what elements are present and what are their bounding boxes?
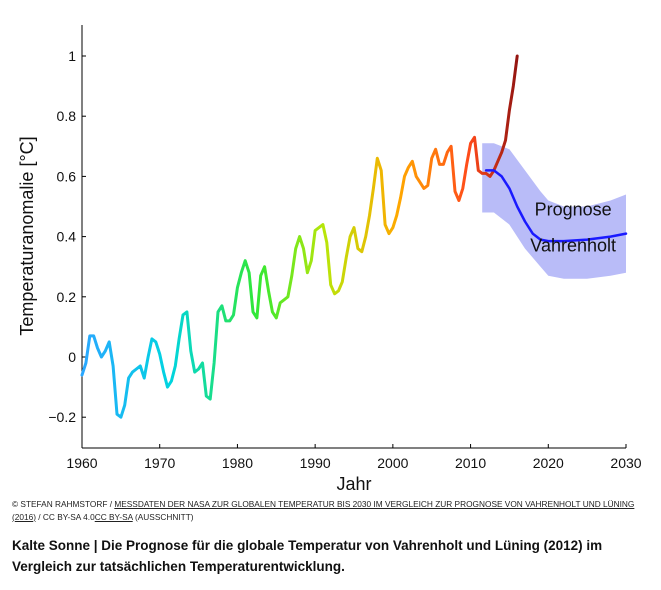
y-tick-label: −0.2: [48, 409, 76, 425]
credit-prefix: © STEFAN RAHMSTORF /: [12, 499, 115, 509]
temperature-chart: −0.2 0 0.2 0.4 0.6 0.8 1 1960 1970 1980 1990 2000 20…: [17, 25, 642, 494]
credit-middle: / CC BY-SA 4.0: [35, 511, 95, 522]
x-tick-label: 2020: [533, 455, 564, 471]
credit-suffix: (AUSSCHNITT): [132, 511, 194, 522]
x-tick-label: 2010: [455, 455, 486, 471]
forecast-uncertainty-band: [482, 143, 626, 279]
credit-source-link[interactable]: MESSDATEN DER NASA ZUR GLOBALEN TEMPERAT…: [12, 499, 635, 522]
forecast-line: [484, 169, 628, 243]
x-tick-label: 2030: [610, 455, 641, 471]
x-tick-label: 2000: [377, 455, 408, 471]
y-tick-label: 0.2: [57, 289, 77, 305]
observed-temperature-line: [80, 54, 519, 419]
forecast-annotation: Prognose: [535, 200, 612, 220]
x-tick-label: 1960: [66, 455, 97, 471]
y-tick-label: 0.4: [57, 229, 77, 245]
x-tick-label: 1980: [222, 455, 253, 471]
x-tick-label: 1990: [300, 455, 331, 471]
forecast-annotation: Vahrenholt: [530, 236, 616, 256]
y-axis-title: Temperaturanomalie [°C]: [17, 136, 37, 335]
y-tick-label: 0.8: [57, 108, 77, 124]
credit-license-link[interactable]: CC BY-SA: [94, 511, 133, 522]
y-tick-label: 1: [68, 48, 76, 64]
y-tick-label: 0: [68, 349, 76, 365]
image-credit: © STEFAN RAHMSTORF / MESSDATEN DER NASA …: [12, 498, 652, 523]
x-axis-title: Jahr: [336, 474, 371, 494]
x-tick-label: 1970: [144, 455, 175, 471]
figure-caption: Kalte Sonne | Die Prognose für die globa…: [12, 538, 603, 574]
y-tick-label: 0.6: [57, 168, 77, 184]
